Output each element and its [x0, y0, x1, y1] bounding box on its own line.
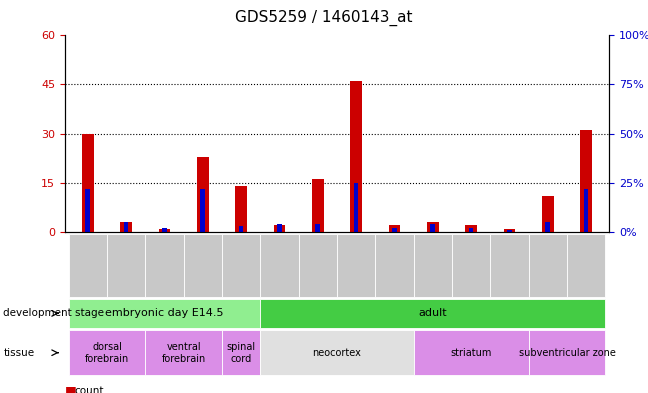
- Bar: [465, 225, 477, 232]
- Text: adult: adult: [419, 309, 447, 318]
- Bar: [69, 234, 107, 297]
- Bar: [121, 222, 132, 232]
- Bar: [273, 225, 285, 232]
- Bar: [491, 234, 529, 297]
- Text: tissue: tissue: [3, 348, 34, 358]
- Text: dorsal
forebrain: dorsal forebrain: [85, 342, 129, 364]
- Bar: [469, 228, 474, 232]
- Bar: [427, 222, 439, 232]
- Bar: [430, 224, 435, 232]
- Bar: [162, 228, 167, 232]
- Bar: [546, 222, 550, 232]
- Bar: [200, 189, 205, 232]
- Bar: [337, 234, 375, 297]
- Bar: [389, 225, 400, 232]
- Bar: [260, 234, 299, 297]
- Bar: [145, 330, 222, 375]
- Bar: [69, 299, 260, 328]
- Bar: [69, 330, 145, 375]
- Text: neocortex: neocortex: [312, 348, 362, 358]
- Bar: [567, 234, 605, 297]
- Text: striatum: striatum: [450, 348, 492, 358]
- Bar: [312, 180, 323, 232]
- Bar: [316, 224, 320, 232]
- Bar: [222, 330, 260, 375]
- Text: ventral
forebrain: ventral forebrain: [161, 342, 206, 364]
- Text: development stage: development stage: [3, 309, 104, 318]
- Text: GDS5259 / 1460143_at: GDS5259 / 1460143_at: [235, 10, 413, 26]
- Text: ■: ■: [65, 384, 76, 393]
- Bar: [82, 134, 93, 232]
- Bar: [529, 234, 567, 297]
- Text: embryonic day E14.5: embryonic day E14.5: [105, 309, 224, 318]
- Bar: [86, 189, 90, 232]
- Bar: [529, 330, 605, 375]
- Bar: [260, 299, 605, 328]
- Bar: [197, 156, 209, 232]
- Bar: [581, 130, 592, 232]
- Bar: [584, 189, 588, 232]
- Bar: [235, 186, 247, 232]
- Bar: [159, 229, 170, 232]
- Bar: [452, 234, 491, 297]
- Bar: [277, 224, 282, 232]
- Bar: [183, 234, 222, 297]
- Text: spinal
cord: spinal cord: [227, 342, 256, 364]
- Bar: [260, 330, 413, 375]
- Text: subventricular zone: subventricular zone: [518, 348, 616, 358]
- Bar: [299, 234, 337, 297]
- Bar: [239, 226, 244, 232]
- Bar: [507, 230, 512, 232]
- Bar: [222, 234, 260, 297]
- Bar: [351, 81, 362, 232]
- Bar: [145, 234, 183, 297]
- Bar: [354, 183, 358, 232]
- Bar: [413, 330, 529, 375]
- Text: count: count: [75, 386, 104, 393]
- Bar: [413, 234, 452, 297]
- Bar: [542, 196, 553, 232]
- Bar: [392, 228, 397, 232]
- Bar: [375, 234, 413, 297]
- Bar: [503, 229, 515, 232]
- Bar: [124, 222, 128, 232]
- Bar: [107, 234, 145, 297]
